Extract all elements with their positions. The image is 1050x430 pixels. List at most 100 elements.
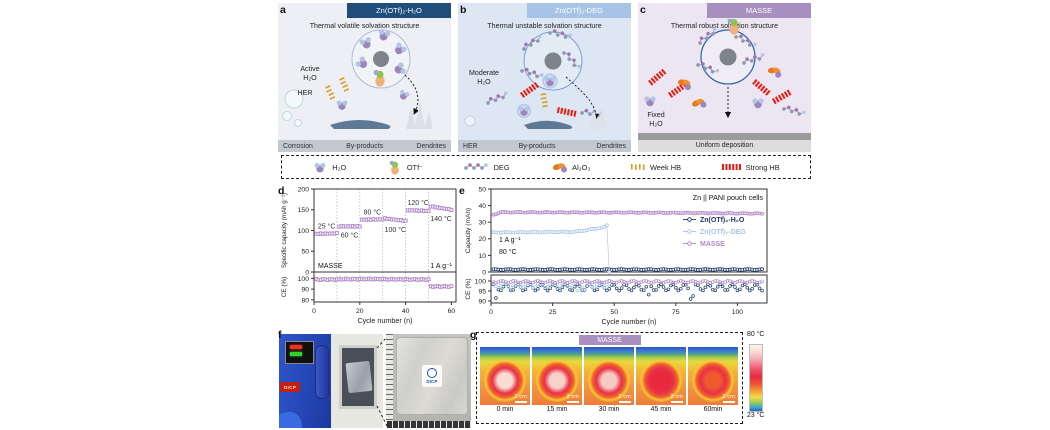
dicp-logo: DICP xyxy=(422,365,442,387)
scale-bar: 2 cm xyxy=(670,394,683,403)
scheme-title-b: Thermal unstable solvation structure xyxy=(487,22,602,30)
time-label: 60min xyxy=(703,406,723,413)
svg-text:30: 30 xyxy=(478,220,486,227)
decay-arrow xyxy=(565,76,599,121)
colorbar-max-label: 80 °C xyxy=(747,331,765,338)
time-label: 0 min xyxy=(496,406,514,413)
dendrites-shape xyxy=(590,105,607,129)
svg-text:60: 60 xyxy=(448,308,456,315)
thermal-image: 2 cm xyxy=(480,347,530,405)
byproducts-label-a: By-products xyxy=(346,142,384,150)
svg-text:140 °C: 140 °C xyxy=(430,215,451,223)
svg-text:200: 200 xyxy=(298,186,310,193)
svg-text:CE (%): CE (%) xyxy=(281,277,288,298)
pouch-cell-cycling-chart: 0 10 20 30 40 50 90 95 100 0 25 50 75 100 Cycle number… xyxy=(465,186,768,326)
dendrites-label-b: Dendrites xyxy=(596,142,626,150)
svg-text:50: 50 xyxy=(610,309,618,316)
water-molecule-icon xyxy=(314,162,326,173)
byproducts-label-b: By-products xyxy=(518,142,556,150)
solvation-illustration-b xyxy=(464,27,607,129)
svg-text:100: 100 xyxy=(298,276,310,283)
chart-panel-d: 0 50 100 150 200 80 90 100 0 20 40 60 Cycle number (… xyxy=(277,184,461,331)
svg-text:80 °C: 80 °C xyxy=(499,248,517,256)
zinc-ion xyxy=(373,51,389,67)
fixed-water-label: Fixed H₂O xyxy=(647,111,665,128)
oven-handle xyxy=(315,345,329,399)
zinc-ion xyxy=(719,48,737,66)
panel-letter-d: d xyxy=(278,185,285,197)
pouch-cell: DICP xyxy=(396,337,468,415)
svg-text:25: 25 xyxy=(549,309,557,316)
panel-letter-f: f xyxy=(278,329,282,341)
oven-photo: DICP xyxy=(279,334,383,428)
active-water-label: Active H₂O xyxy=(300,65,320,82)
svg-text:0: 0 xyxy=(305,269,309,276)
scale-bar: 2 cm xyxy=(514,394,527,403)
electrolyte-header-c: MASSE xyxy=(707,3,811,18)
byproduct-layer xyxy=(330,119,391,129)
logo-ring xyxy=(427,368,437,378)
electrode-bar xyxy=(638,133,811,140)
colorbar-min-label: 23 °C xyxy=(747,412,765,419)
thermal-image: 2 cm xyxy=(584,347,634,405)
red-led-readout xyxy=(290,345,302,349)
scheme-title-a: Thermal volatile solvation structure xyxy=(309,22,420,30)
oven-window xyxy=(339,345,377,409)
svg-text:100: 100 xyxy=(475,278,487,285)
otf-anion-icon xyxy=(389,160,399,175)
bottom-strip-a: Corrosion By-products Dendrites xyxy=(278,140,451,152)
corrosion-label: Corrosion xyxy=(283,142,313,150)
svg-text:25 °C: 25 °C xyxy=(318,222,336,230)
svg-text:90: 90 xyxy=(478,298,486,305)
dendrites-shape xyxy=(406,101,433,129)
strong-hb-icon xyxy=(721,164,741,170)
svg-text:50: 50 xyxy=(478,186,486,193)
panel-letter-e: e xyxy=(459,185,465,197)
deg-chain-icon xyxy=(463,162,488,171)
svg-text:Specific capacity (mAh g⁻¹): Specific capacity (mAh g⁻¹) xyxy=(281,193,288,268)
panel-letter-b: b xyxy=(460,4,467,16)
panel-letter-g: g xyxy=(470,329,477,341)
her-label-b: HER xyxy=(463,142,478,150)
oven-brand-label: DICP xyxy=(280,382,300,392)
solvation-illustration-a xyxy=(282,28,433,129)
oven-body: DICP xyxy=(279,334,331,428)
green-led-readout xyxy=(290,352,302,356)
panel-g-thermal: MASSE 2 cm 2 cm 2 cm 2 cm 2 cm 0 min 15 min 30… xyxy=(476,332,743,424)
svg-text:Zn(OTf)₂-DEG: Zn(OTf)₂-DEG xyxy=(700,229,746,236)
scheme-panel-b: Zn(OTf)₂-DEG Thermal unstable solvation … xyxy=(458,3,631,152)
svg-text:60 °C: 60 °C xyxy=(341,231,359,239)
moderate-water-label: Moderate H₂O xyxy=(469,69,499,86)
thermal-image-strip: 2 cm 2 cm 2 cm 2 cm 2 cm xyxy=(480,347,739,405)
scale-bar: 2 cm xyxy=(618,394,631,403)
svg-text:0: 0 xyxy=(482,269,486,276)
pouch-photo: DICP xyxy=(386,334,471,428)
svg-text:50: 50 xyxy=(301,249,309,256)
pouch-cell-in-oven xyxy=(345,360,373,394)
panel-letter-c: c xyxy=(640,4,646,16)
horizontal-ruler xyxy=(386,421,471,428)
svg-text:MASSE: MASSE xyxy=(318,263,343,270)
svg-text:80 °C: 80 °C xyxy=(364,208,382,216)
svg-text:100: 100 xyxy=(732,309,744,316)
byproduct-layer xyxy=(524,120,573,129)
oven-door xyxy=(331,334,383,428)
time-label: 15 min xyxy=(546,406,568,413)
electrolyte-header-b: Zn(OTf)₂-DEG xyxy=(527,3,631,18)
zinc-ion xyxy=(544,52,562,70)
svg-text:Cycle number (n): Cycle number (n) xyxy=(357,316,412,325)
figure-legend: H₂O OTf⁻ DEG Al₂O₃ Week HB Strong HB xyxy=(281,155,811,179)
svg-text:95: 95 xyxy=(478,288,486,295)
svg-text:Zn || PANI pouch cells: Zn || PANI pouch cells xyxy=(693,193,764,202)
decay-arrow xyxy=(404,74,420,115)
alumina-icon xyxy=(552,162,568,173)
legend-item-otf: OTf⁻ xyxy=(387,160,423,175)
electrolyte-header-a: Zn(OTf)₂-H₂O xyxy=(347,3,451,18)
gloved-hand xyxy=(279,409,303,428)
svg-text:20: 20 xyxy=(356,308,364,315)
temperature-display xyxy=(285,341,314,364)
solvation-illustration-c xyxy=(644,19,807,119)
panel-letter-a: a xyxy=(280,4,286,16)
legend-item-weak-hb: Week HB xyxy=(630,163,681,172)
thermal-image: 2 cm xyxy=(688,347,738,405)
